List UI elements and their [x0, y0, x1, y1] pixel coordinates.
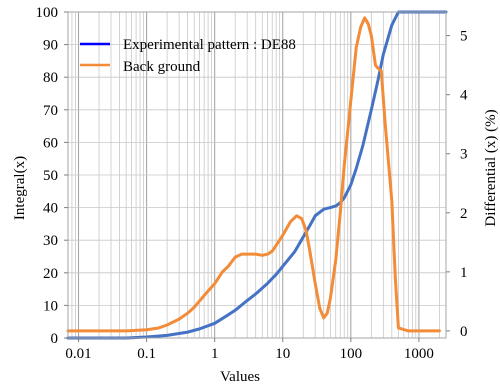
y-left-tick-label: 50: [43, 168, 58, 184]
x-tick-label: 0.1: [137, 346, 156, 362]
y-right-tick-label: 4: [460, 88, 468, 104]
y-left-tick-label: 80: [43, 70, 58, 86]
x-tick-label: 100: [340, 346, 363, 362]
y-left-tick-label: 20: [43, 266, 58, 282]
y-left-tick-label: 90: [43, 38, 58, 54]
x-tick-label: 1000: [404, 346, 434, 362]
y-left-tick-label: 30: [43, 233, 58, 249]
y-right-axis-title: Differential (x) (%): [483, 109, 499, 226]
x-tick-label: 10: [275, 346, 290, 362]
legend-label-background: Back ground: [123, 59, 201, 75]
y-left-tick-label: 40: [43, 201, 58, 217]
y-left-tick-label: 10: [43, 298, 58, 314]
x-axis-ticks: 0.01 0.1 1 10 100 1000: [65, 338, 434, 362]
y-right-tick-label: 5: [460, 29, 468, 45]
y-right-axis-ticks: 0 1 2 3 4 5: [446, 29, 468, 340]
x-tick-label: 1: [211, 346, 219, 362]
grid: [67, 11, 446, 338]
x-tick-label: 0.01: [65, 346, 91, 362]
x-axis-title: Values: [220, 369, 260, 385]
y-left-tick-label: 100: [36, 5, 59, 21]
y-left-axis-title: Integral(x): [12, 156, 28, 220]
series-background-line: [66, 16, 441, 333]
y-right-tick-label: 3: [460, 147, 468, 163]
y-left-tick-label: 60: [43, 135, 58, 151]
legend: Experimental pattern : DE88 Back ground: [80, 37, 296, 75]
legend-label-experimental: Experimental pattern : DE88: [123, 37, 296, 53]
y-left-tick-label: 70: [43, 103, 58, 119]
y-left-axis-ticks: 0 10 20 30 40 50 60 70 80 90 100: [36, 5, 68, 347]
y-right-tick-label: 2: [460, 206, 468, 222]
series-experimental-line: [66, 10, 448, 340]
series-layer: [66, 10, 448, 340]
y-right-tick-label: 0: [460, 324, 468, 340]
y-right-tick-label: 1: [460, 265, 468, 281]
y-left-tick-label: 0: [51, 331, 59, 347]
